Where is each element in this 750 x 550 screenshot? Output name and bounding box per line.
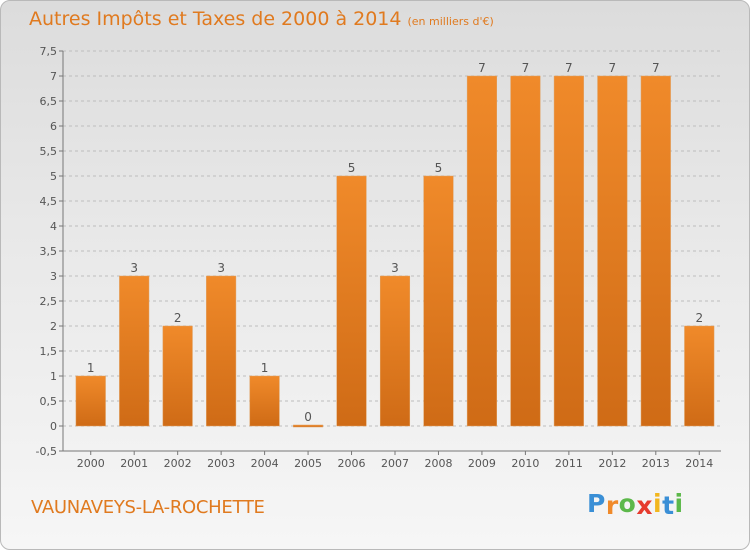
logo-letter: x (636, 491, 653, 520)
bar-2013 (640, 75, 671, 427)
bar-2006 (336, 175, 367, 427)
data-label-2005: 0 (304, 410, 312, 424)
y-tick-label: 6 (50, 120, 57, 133)
logo-letter: i (653, 489, 663, 518)
bar-2001 (119, 275, 150, 427)
x-tick-label-2009: 2009 (468, 457, 496, 470)
y-tick-label: 3,5 (40, 245, 58, 258)
x-tick-label-2012: 2012 (598, 457, 626, 470)
x-tick-label-2007: 2007 (381, 457, 409, 470)
proxiti-logo: Proxiti (587, 489, 684, 520)
bar-2010 (510, 75, 541, 427)
x-tick-label-2001: 2001 (120, 457, 148, 470)
data-label-2007: 3 (391, 261, 399, 275)
y-tick-label: 5,5 (40, 145, 58, 158)
y-tick-label: 4 (50, 220, 57, 233)
x-tick-label-2004: 2004 (251, 457, 279, 470)
x-tick-label-2003: 2003 (207, 457, 235, 470)
y-tick-label: 6,5 (40, 95, 58, 108)
bar-2011 (553, 75, 584, 427)
chart-title: Autres Impôts et Taxes de 2000 à 2014 (en… (29, 8, 494, 30)
logo-letter: i (674, 489, 684, 518)
bar-2012 (597, 75, 628, 427)
y-tick-label: 2 (50, 320, 57, 333)
x-tick-label-2011: 2011 (555, 457, 583, 470)
bar-2008 (423, 175, 454, 427)
axes: -0,5 0 0,5 1 1,5 2 2,5 3 3,5 4 4,5 5 5,5 6 6,5 7 7,5 2000… (36, 45, 721, 470)
logo-letter: P (587, 489, 606, 518)
data-label-2001: 3 (130, 261, 138, 275)
bar-2003 (206, 275, 237, 427)
data-label-2010: 7 (522, 61, 530, 75)
data-label-2008: 5 (435, 161, 443, 175)
bar-2005 (293, 424, 324, 428)
bar-2009 (466, 75, 497, 427)
y-tick-label: 1 (50, 370, 57, 383)
logo-letter: o (618, 489, 637, 518)
y-tick-label: 3 (50, 270, 57, 283)
data-label-2000: 1 (87, 361, 95, 375)
bar-2004 (249, 375, 280, 427)
data-label-2011: 7 (565, 61, 573, 75)
y-tick-label: 2,5 (40, 295, 58, 308)
data-label-2009: 7 (478, 61, 486, 75)
bar-2002 (162, 325, 193, 427)
logo-letter: r (605, 491, 619, 520)
y-tick-label: 0,5 (40, 395, 58, 408)
x-tick-label-2005: 2005 (294, 457, 322, 470)
y-tick-label: 0 (50, 420, 57, 433)
data-label-2002: 2 (174, 311, 182, 325)
chart-unit-label: (en milliers d'€) (407, 15, 494, 28)
data-label-2013: 7 (652, 61, 660, 75)
x-tick-label-2010: 2010 (511, 457, 539, 470)
bar-2000 (75, 375, 106, 427)
data-label-2006: 5 (348, 161, 356, 175)
bar-2007 (379, 275, 411, 427)
x-tick-label-2002: 2002 (164, 457, 192, 470)
y-tick-label: 1,5 (40, 345, 58, 358)
data-labels: 1 3 2 3 1 0 5 3 5 7 7 7 7 7 2 (87, 61, 703, 424)
y-tick-label: 7,5 (40, 45, 58, 58)
y-tick-label: 5 (50, 170, 57, 183)
commune-name: VAUNAVEYS-LA-ROCHETTE (31, 497, 265, 518)
x-tick-label-2008: 2008 (424, 457, 452, 470)
logo-letter: t (662, 491, 675, 520)
bars (75, 75, 715, 428)
chart-title-text: Autres Impôts et Taxes de 2000 à 2014 (29, 8, 402, 30)
y-tick-label: 7 (50, 70, 57, 83)
data-label-2014: 2 (695, 311, 703, 325)
data-label-2004: 1 (261, 361, 269, 375)
x-tick-label-2014: 2014 (685, 457, 713, 470)
data-label-2012: 7 (609, 61, 617, 75)
bar-2014 (684, 325, 715, 427)
x-tick-label-2013: 2013 (642, 457, 670, 470)
y-tick-label: -0,5 (36, 445, 57, 458)
y-tick-label: 4,5 (40, 195, 58, 208)
data-label-2003: 3 (217, 261, 225, 275)
x-tick-label-2006: 2006 (338, 457, 366, 470)
x-tick-label-2000: 2000 (77, 457, 105, 470)
